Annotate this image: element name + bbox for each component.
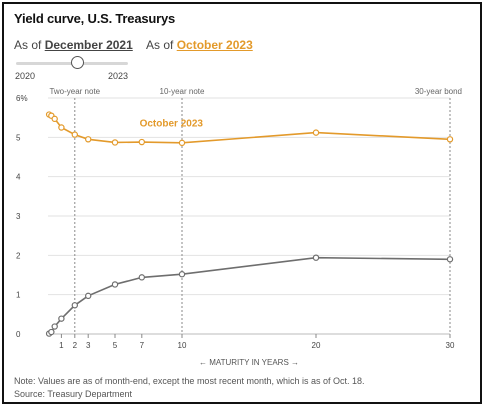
data-point-october-2023 (58, 124, 65, 131)
y-tick-label-5: 5 (16, 133, 21, 142)
y-tick-label-3: 3 (16, 212, 21, 221)
x-tick-label-2: 2 (73, 341, 78, 350)
data-point-october-2023 (51, 115, 58, 123)
data-point-december-2021 (71, 302, 79, 309)
grid (48, 97, 450, 335)
x-tick-label-10: 10 (178, 341, 187, 350)
x-tick-label-20: 20 (312, 341, 321, 350)
data-point-october-2023 (178, 139, 186, 147)
y-tick-label-4: 4 (16, 173, 21, 182)
data-point-december-2021 (446, 256, 454, 263)
series-label-october-2023: October 2023 (140, 118, 204, 129)
data-point-december-2021 (178, 271, 186, 278)
x-tick-label-3: 3 (86, 341, 91, 350)
source-line: Source: Treasury Department (14, 389, 133, 399)
slider-min-label: 2020 (15, 71, 36, 81)
y-tick-label-2: 2 (16, 251, 21, 260)
slider-max-label: 2023 (108, 71, 129, 81)
yield-curve-chart: Two-year note 10-year note 30-year bond 0 1… (16, 87, 462, 367)
date-selector-december-2021[interactable]: As of December 2021 (14, 38, 133, 52)
data-point-december-2021 (111, 281, 119, 288)
footnote: Note: Values are as of month-end, except… (14, 376, 365, 386)
data-point-december-2021 (51, 323, 58, 330)
date-slider-handle[interactable] (71, 56, 85, 69)
x-tick-label-1: 1 (59, 341, 64, 350)
x-tick-label-7: 7 (140, 341, 145, 350)
as-of-prefix: As of (14, 38, 42, 52)
x-tick-label-5: 5 (113, 341, 118, 350)
reference-label-30: 30-year bond (415, 87, 462, 96)
data-point-december-2021 (312, 254, 320, 261)
y-tick-label-6: 6% (16, 94, 28, 103)
as-of-value-december-2021[interactable]: December 2021 (44, 38, 133, 52)
data-point-october-2023 (111, 139, 119, 146)
data-point-december-2021 (48, 328, 55, 336)
x-tick-label-30: 30 (446, 341, 455, 350)
data-point-december-2021 (84, 292, 92, 300)
series-line-december-2021 (48, 256, 451, 335)
data-point-october-2023 (71, 131, 79, 138)
reference-label-10: 10-year note (160, 87, 205, 96)
x-axis-label: ← MATURITY IN YEARS → (199, 358, 299, 367)
x-axis-ticks: 1 2 3 5 7 10 20 30 (59, 334, 455, 350)
data-point-october-2023 (138, 138, 145, 146)
series (45, 111, 454, 337)
data-point-december-2021 (138, 274, 145, 281)
y-axis-ticks: 0 1 2 3 4 5 6% (16, 94, 28, 339)
chart-title: Yield curve, U.S. Treasurys (14, 11, 176, 26)
reference-label-2: Two-year note (49, 87, 100, 96)
series-line-october-2023 (48, 113, 451, 144)
as-of-value-october-2023[interactable]: October 2023 (176, 38, 253, 52)
date-selector-october-2023[interactable]: As of October 2023 (146, 38, 253, 52)
as-of-prefix: As of (146, 38, 174, 52)
y-tick-label-0: 0 (16, 330, 21, 339)
y-tick-label-1: 1 (16, 291, 21, 300)
data-point-october-2023 (84, 136, 92, 143)
data-point-october-2023 (312, 129, 320, 136)
data-point-october-2023 (446, 136, 454, 143)
data-point-december-2021 (58, 315, 65, 322)
reference-lines: Two-year note 10-year note 30-year bond (49, 87, 462, 334)
